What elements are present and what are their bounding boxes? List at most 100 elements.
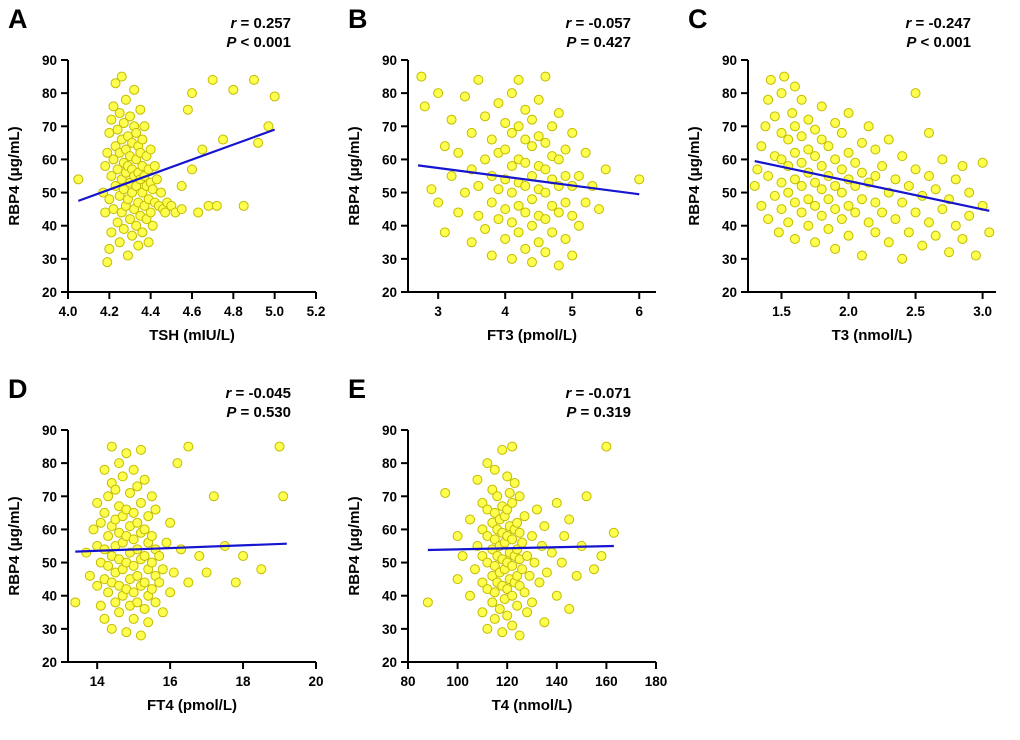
svg-text:20: 20 [382,655,397,670]
panel-C: C 20 30 40 50 60 70 80 90 1.5 2.0 2.5 3.0 T3 (nmol/L… [680,0,1020,370]
svg-text:40: 40 [42,219,57,234]
svg-text:3: 3 [434,304,442,319]
panel-D: D 20 30 40 50 60 70 80 90 14 16 18 20 FT4 (pmol/L) RB… [0,370,340,740]
svg-text:RBP4 (μg/mL): RBP4 (μg/mL) [6,126,23,225]
svg-text:30: 30 [42,252,57,267]
svg-text:r = 0.257: r = 0.257 [231,15,291,32]
scatter-chart-ft3: 20 30 40 50 60 70 80 90 3 4 5 6 FT3 (pmol/L) RBP4 (μg… [346,15,656,344]
svg-text:140: 140 [546,674,569,689]
svg-text:70: 70 [382,489,397,504]
svg-text:20: 20 [382,285,397,300]
panel-B: B 20 30 40 50 60 70 80 90 3 4 5 6 FT3 (pmol/L) RBP4 (… [340,0,680,370]
svg-text:20: 20 [722,285,737,300]
svg-text:30: 30 [382,622,397,637]
svg-text:120: 120 [496,674,519,689]
svg-text:5.2: 5.2 [307,304,326,319]
svg-text:70: 70 [42,489,57,504]
svg-text:4.2: 4.2 [100,304,119,319]
svg-text:4: 4 [501,304,509,319]
svg-text:5.0: 5.0 [265,304,284,319]
panel-label-B: B [348,4,368,34]
svg-text:20: 20 [42,655,57,670]
svg-text:P < 0.001: P < 0.001 [906,34,971,51]
svg-text:60: 60 [42,522,57,537]
svg-text:50: 50 [382,556,397,571]
svg-text:20: 20 [308,674,323,689]
svg-text:2.0: 2.0 [839,304,858,319]
svg-text:14: 14 [90,674,106,689]
svg-text:80: 80 [382,86,397,101]
svg-text:P = 0.427: P = 0.427 [566,34,631,51]
svg-text:70: 70 [722,119,737,134]
svg-text:4.4: 4.4 [141,304,160,319]
svg-text:5: 5 [568,304,576,319]
svg-text:RBP4 (μg/mL): RBP4 (μg/mL) [686,126,703,225]
panel-label-A: A [8,4,28,34]
scatter-chart-t4: 20 30 40 50 60 70 80 90 80 100 120 140 160 180 T4 (nmo… [346,385,668,714]
panel-E: E 20 30 40 50 60 70 80 90 80 100 120 140 160 180 T4 (n… [340,370,680,740]
svg-text:P < 0.001: P < 0.001 [226,34,291,51]
svg-text:r = -0.045: r = -0.045 [226,385,291,402]
svg-text:180: 180 [645,674,668,689]
svg-text:P = 0.530: P = 0.530 [226,404,291,421]
scatter-chart-ft4: 20 30 40 50 60 70 80 90 14 16 18 20 FT4 (pmol/L) RBP4… [6,385,324,714]
svg-text:RBP4 (μg/mL): RBP4 (μg/mL) [6,496,23,595]
scatter-chart-tsh: 20 30 40 50 60 70 80 90 4.0 4.2 4.4 4.6 4.8 5.0 5.2 TSH… [6,15,326,344]
svg-text:16: 16 [163,674,179,689]
svg-text:T4 (nmol/L): T4 (nmol/L) [492,697,573,714]
svg-text:160: 160 [595,674,618,689]
svg-text:50: 50 [42,186,57,201]
svg-text:30: 30 [382,252,397,267]
svg-text:90: 90 [722,53,737,68]
svg-text:50: 50 [382,186,397,201]
svg-text:90: 90 [382,53,397,68]
svg-text:18: 18 [236,674,252,689]
svg-text:60: 60 [42,152,57,167]
svg-text:4.0: 4.0 [59,304,78,319]
svg-text:70: 70 [42,119,57,134]
svg-text:FT4 (pmol/L): FT4 (pmol/L) [147,697,237,714]
svg-text:40: 40 [722,219,737,234]
panel-label-D: D [8,374,28,404]
svg-text:80: 80 [400,674,415,689]
svg-text:3.0: 3.0 [973,304,992,319]
svg-text:80: 80 [42,456,57,471]
svg-text:FT3 (pmol/L): FT3 (pmol/L) [487,327,577,344]
svg-text:30: 30 [722,252,737,267]
svg-text:r = -0.071: r = -0.071 [566,385,631,402]
svg-text:80: 80 [722,86,737,101]
svg-text:2.5: 2.5 [906,304,925,319]
panel-label-C: C [688,4,708,34]
svg-text:60: 60 [722,152,737,167]
svg-text:60: 60 [382,522,397,537]
panel-A: A 20 30 40 50 60 70 80 90 4.0 4.2 4.4 4.6 4.8 5.0 5.2 T… [0,0,340,370]
svg-text:90: 90 [382,423,397,438]
svg-text:RBP4 (μg/mL): RBP4 (μg/mL) [346,126,363,225]
svg-text:P = 0.319: P = 0.319 [566,404,631,421]
svg-text:50: 50 [42,556,57,571]
svg-text:4.8: 4.8 [224,304,243,319]
svg-text:100: 100 [446,674,469,689]
svg-text:40: 40 [42,589,57,604]
panel-label-E: E [348,374,367,404]
svg-text:RBP4 (μg/mL): RBP4 (μg/mL) [346,496,363,595]
svg-text:60: 60 [382,152,397,167]
svg-text:1.5: 1.5 [772,304,791,319]
svg-text:30: 30 [42,622,57,637]
svg-text:r = -0.057: r = -0.057 [566,15,631,32]
svg-text:80: 80 [42,86,57,101]
svg-text:40: 40 [382,589,397,604]
scatter-chart-t3: 20 30 40 50 60 70 80 90 1.5 2.0 2.5 3.0 T3 (nmol/L) R… [686,15,996,344]
svg-text:50: 50 [722,186,737,201]
svg-text:20: 20 [42,285,57,300]
svg-text:4.6: 4.6 [183,304,202,319]
svg-text:70: 70 [382,119,397,134]
svg-text:40: 40 [382,219,397,234]
svg-text:6: 6 [635,304,643,319]
svg-text:90: 90 [42,53,57,68]
svg-text:90: 90 [42,423,57,438]
svg-text:80: 80 [382,456,397,471]
svg-text:r = -0.247: r = -0.247 [906,15,971,32]
svg-text:T3 (nmol/L): T3 (nmol/L) [832,327,913,344]
